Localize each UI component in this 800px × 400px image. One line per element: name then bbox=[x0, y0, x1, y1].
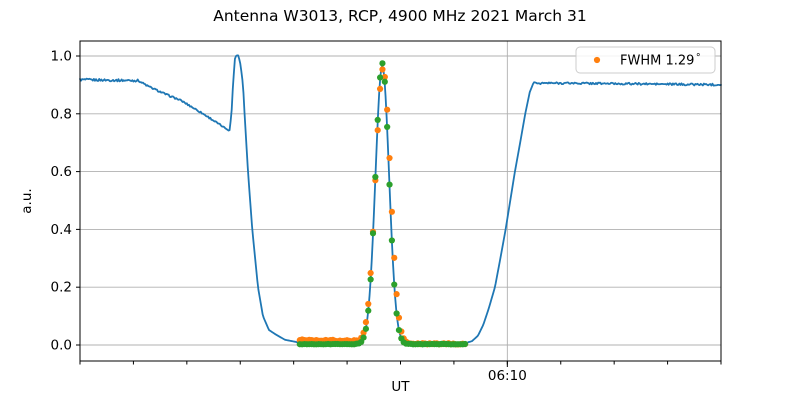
data-point bbox=[391, 254, 398, 261]
legend-box bbox=[575, 46, 716, 74]
y-tick-label: 0.0 bbox=[51, 337, 72, 353]
chart-title: Antenna W3013, RCP, 4900 MHz 2021 March … bbox=[213, 7, 587, 25]
fit-point bbox=[384, 123, 391, 131]
data-point bbox=[384, 106, 391, 113]
fit-point bbox=[365, 307, 372, 314]
y-tick-label: 0.2 bbox=[51, 280, 72, 296]
fit-point bbox=[386, 181, 393, 188]
fit-point bbox=[367, 276, 374, 283]
data-point bbox=[386, 154, 393, 162]
signal-line bbox=[79, 54, 722, 345]
legend-label-text: FWHM 1.29 bbox=[620, 54, 694, 69]
y-tick-label: 1.0 bbox=[51, 48, 72, 64]
x-tick-label: 06:10 bbox=[488, 368, 527, 384]
fit-point bbox=[372, 173, 379, 181]
fit-point bbox=[393, 310, 400, 317]
fit-point bbox=[360, 334, 367, 341]
data-point bbox=[393, 291, 400, 298]
plot-border bbox=[79, 40, 722, 362]
data-point bbox=[388, 208, 395, 215]
data-point bbox=[376, 85, 384, 92]
legend-degree-symbol: ° bbox=[696, 53, 701, 64]
data-point bbox=[362, 319, 370, 326]
fit-point bbox=[376, 74, 384, 81]
y-axis-label: a.u. bbox=[19, 188, 35, 213]
fit-point bbox=[461, 340, 469, 348]
y-tick-label: 0.4 bbox=[51, 222, 72, 238]
y-tick-label: 0.6 bbox=[51, 164, 72, 180]
fit-point bbox=[369, 230, 377, 237]
y-tick-label: 0.8 bbox=[51, 106, 72, 122]
legend-marker-dot bbox=[593, 56, 601, 64]
data-point bbox=[367, 269, 374, 277]
fit-point bbox=[381, 78, 388, 85]
fit-point bbox=[395, 327, 403, 334]
fit-point bbox=[362, 325, 370, 332]
data-point bbox=[381, 73, 388, 81]
x-axis-label: UT bbox=[391, 379, 410, 395]
fit-point bbox=[388, 237, 395, 244]
data-point bbox=[379, 66, 386, 73]
fit-point bbox=[374, 116, 381, 123]
fit-point bbox=[391, 281, 398, 288]
fit-point bbox=[379, 60, 386, 67]
data-point bbox=[365, 300, 372, 308]
legend-label: FWHM 1.29 ° bbox=[620, 53, 701, 69]
data-point bbox=[374, 127, 381, 134]
